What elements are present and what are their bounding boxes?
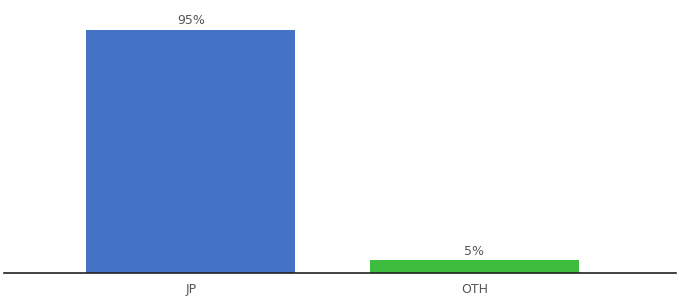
Bar [86, 30, 295, 273]
Text: 95%: 95% [177, 14, 205, 27]
Text: 5%: 5% [464, 245, 484, 258]
Bar [370, 260, 579, 273]
